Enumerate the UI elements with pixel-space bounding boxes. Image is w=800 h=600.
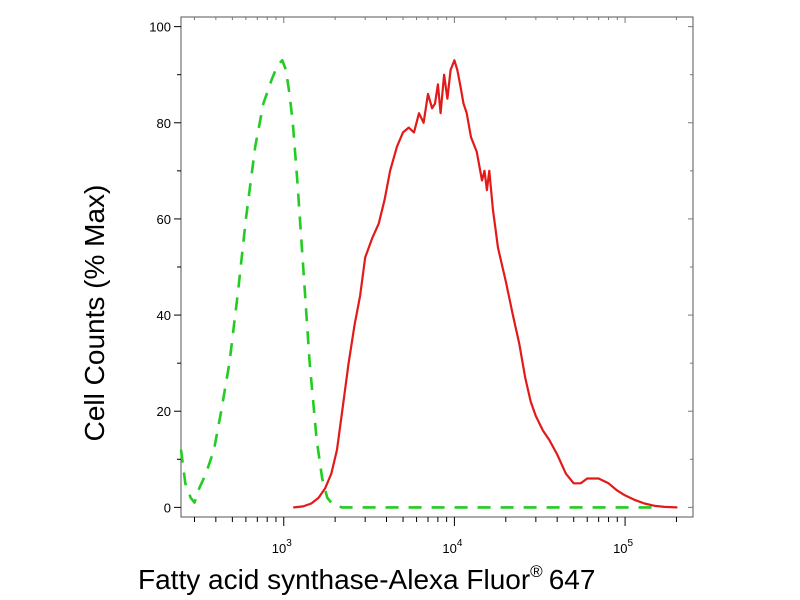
y-tick-label: 20 bbox=[157, 404, 171, 419]
x-tick-label: 103 bbox=[272, 538, 292, 556]
x-tick-label: 104 bbox=[442, 538, 462, 556]
y-tick-label: 60 bbox=[157, 212, 171, 227]
series-2-line bbox=[293, 59, 678, 509]
y-axis-ticks: 0 20 40 60 80 100 bbox=[149, 20, 693, 515]
x-axis-title: Fatty acid synthase-Alexa Fluor® 647 bbox=[138, 562, 595, 595]
series-layer bbox=[179, 58, 678, 509]
y-axis-title: Cell Counts (% Max) bbox=[79, 185, 110, 442]
x-axis-title-suffix: 647 bbox=[549, 564, 596, 595]
y-tick-label: 100 bbox=[149, 20, 171, 35]
x-axis-title-superscript: ® bbox=[530, 562, 543, 581]
series-1-line bbox=[179, 58, 660, 509]
x-axis-title-main: Fatty acid synthase-Alexa Fluor bbox=[138, 564, 530, 595]
x-tick-label: 105 bbox=[613, 538, 633, 556]
x-axis-ticks: 103 104 105 bbox=[194, 17, 677, 556]
y-tick-label: 0 bbox=[164, 500, 171, 515]
y-tick-label: 40 bbox=[157, 308, 171, 323]
y-tick-label: 80 bbox=[157, 116, 171, 131]
